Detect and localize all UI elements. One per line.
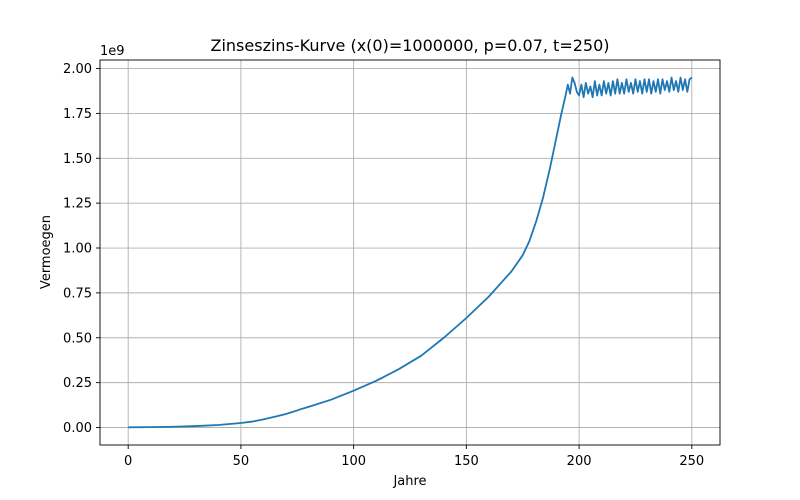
y-tick-label: 0.00 [63, 421, 92, 436]
x-tick-label: 250 [679, 454, 704, 469]
x-tick-label: 100 [341, 454, 366, 469]
y-tick-label: 1.00 [63, 242, 92, 257]
plot-frame [99, 59, 721, 446]
x-axis-label: Jahre [392, 474, 426, 489]
series-layer [128, 76, 693, 429]
y-tick-label: 0.25 [63, 376, 92, 391]
y-tick-label: 2.00 [63, 62, 92, 77]
chart-title: Zinseszins-Kurve (x(0)=1000000, p=0.07, … [211, 36, 610, 55]
grid-lines [100, 60, 720, 445]
y-tick-label: 1.75 [63, 107, 92, 122]
y-axis-offset-label: 1e9 [100, 44, 125, 59]
y-tick-label: 0.50 [63, 331, 92, 346]
x-tick-label: 50 [233, 454, 250, 469]
x-tick-label: 0 [124, 454, 132, 469]
y-tick-label: 1.50 [63, 152, 92, 167]
y-axis-label: Vermoegen [39, 215, 54, 289]
y-tick-label: 1.25 [63, 197, 92, 212]
axis-ticks: 0 50 100 150 200 250 0.00 0.25 0.50 0.75 1.00 1.25 1… [63, 62, 704, 469]
series-line [128, 76, 693, 429]
y-tick-label: 0.75 [63, 286, 92, 301]
x-tick-label: 150 [454, 454, 479, 469]
x-tick-label: 200 [567, 454, 592, 469]
